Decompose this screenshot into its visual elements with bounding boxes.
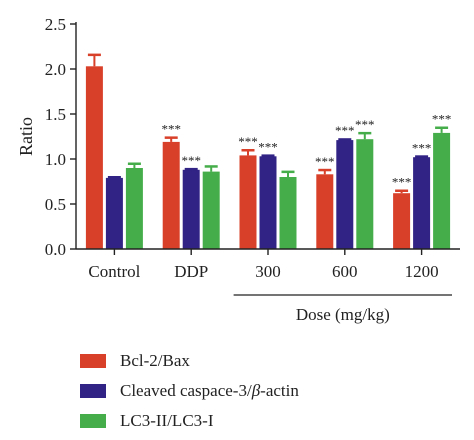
error-bar	[93, 54, 96, 67]
error-cap	[127, 162, 141, 165]
legend-swatch	[80, 354, 106, 368]
bar	[279, 177, 297, 249]
legend-label-prefix: Cleaved caspace-3/	[120, 381, 252, 400]
bar	[413, 157, 431, 249]
x-tick-label: 1200	[405, 262, 439, 281]
error-cap	[338, 138, 352, 141]
error-bar	[323, 169, 326, 175]
x-tick-label: 300	[255, 262, 281, 281]
significance-label: ***	[181, 153, 201, 168]
error-cap	[395, 189, 409, 192]
error-bar	[170, 137, 173, 142]
significance-label: ***	[161, 121, 181, 136]
y-tick-label: 1.5	[45, 105, 66, 124]
y-tick-label: 0.0	[45, 240, 66, 259]
x-tick-label: 600	[332, 262, 358, 281]
legend-label-suffix: -actin	[260, 381, 299, 400]
bar	[356, 139, 374, 249]
significance-label: ***	[238, 134, 258, 149]
dose-group-label: Dose (mg/kg)	[296, 305, 390, 324]
bar	[393, 193, 411, 249]
y-tick-label: 0.5	[45, 195, 66, 214]
significance-label: ***	[355, 117, 375, 132]
error-bar	[133, 163, 136, 168]
bar	[259, 156, 277, 249]
legend-label: Bcl-2/Bax	[120, 351, 190, 370]
y-axis-label: Ratio	[16, 117, 36, 156]
significance-label: ***	[412, 140, 432, 155]
legend-label: LC3-II/LC3-I	[120, 411, 214, 430]
error-cap	[204, 165, 218, 168]
x-tick-label: Control	[88, 262, 140, 281]
significance-label: ***	[335, 123, 355, 138]
legend-swatch	[80, 384, 106, 398]
bars: ********* ********* ************	[85, 53, 452, 249]
legend: Bcl-2/Bax Cleaved caspace-3/β-actin LC3-…	[80, 346, 299, 436]
significance-label: ***	[392, 175, 412, 190]
error-cap	[107, 176, 121, 179]
error-bar	[210, 166, 213, 172]
error-cap	[184, 167, 198, 171]
error-cap	[241, 149, 255, 152]
x-axis: Control DDP 300 600 1200	[76, 248, 460, 281]
significance-label: ***	[432, 112, 452, 127]
bar	[85, 66, 103, 249]
y-tick-label: 1.0	[45, 150, 66, 169]
bar	[125, 168, 143, 249]
significance-label: ***	[315, 154, 335, 169]
x-tick-label: DDP	[174, 262, 208, 281]
error-cap	[87, 53, 101, 57]
legend-label: Cleaved caspace-3/β-actin	[120, 381, 299, 401]
legend-label-symbol: β	[251, 381, 261, 400]
error-cap	[281, 170, 295, 174]
error-bar	[363, 132, 366, 140]
bar	[162, 141, 180, 249]
error-cap	[261, 154, 275, 157]
error-bar	[247, 150, 249, 156]
legend-item-bcl2-bax: Bcl-2/Bax	[80, 346, 299, 376]
bar	[182, 169, 200, 249]
error-bar	[440, 127, 443, 133]
y-tick-label: 2.5	[45, 15, 66, 34]
bar	[239, 155, 257, 249]
error-bar	[287, 171, 289, 177]
bar	[105, 177, 123, 249]
error-cap	[358, 131, 372, 135]
y-tick-label: 2.0	[45, 60, 66, 79]
legend-swatch	[80, 414, 106, 428]
y-axis: 0.0 0.5 1.0 1.5 2.0 2.5	[45, 15, 77, 259]
bar	[202, 171, 220, 249]
error-cap	[318, 168, 332, 172]
legend-item-lc3: LC3-II/LC3-I	[80, 406, 299, 436]
error-cap	[164, 136, 178, 139]
significance-label: ***	[258, 139, 278, 154]
bar	[336, 140, 354, 249]
error-cap	[415, 155, 429, 158]
legend-item-cleaved-caspase: Cleaved caspace-3/β-actin	[80, 376, 299, 406]
bar	[316, 174, 334, 249]
bar	[433, 132, 451, 249]
error-cap	[435, 126, 449, 129]
